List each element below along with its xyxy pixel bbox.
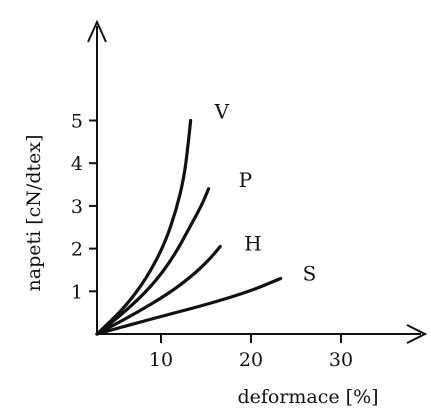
- y-tick-label-1: 1: [71, 281, 83, 303]
- x-axis-label: deformace [%]: [237, 386, 378, 408]
- x-tick-label-20: 20: [239, 349, 263, 371]
- x-axis-arrow: [406, 324, 428, 344]
- y-tick-label-2: 2: [71, 239, 83, 261]
- series-label-H: H: [244, 231, 261, 255]
- axes: [87, 19, 428, 344]
- series-label-S: S: [303, 261, 317, 285]
- series-lines: V P H S: [95, 100, 317, 336]
- x-tick-label-10: 10: [149, 349, 173, 371]
- y-axis-label: napeti [cN/dtex]: [23, 135, 45, 292]
- y-axis-arrow: [87, 19, 107, 43]
- x-tick-label-30: 30: [329, 349, 353, 371]
- series-label-P: P: [239, 168, 252, 192]
- series-label-V: V: [214, 100, 230, 124]
- y-tick-label-5: 5: [71, 111, 83, 133]
- y-tick-label-3: 3: [71, 196, 83, 218]
- series-line-P: [95, 187, 211, 336]
- series-line-V: [95, 118, 193, 336]
- series-line-H: [95, 244, 222, 336]
- ticks: 1 2 3 4 5 10 20 30: [71, 111, 353, 372]
- series-line-S: [95, 276, 283, 336]
- y-tick-label-4: 4: [71, 153, 83, 175]
